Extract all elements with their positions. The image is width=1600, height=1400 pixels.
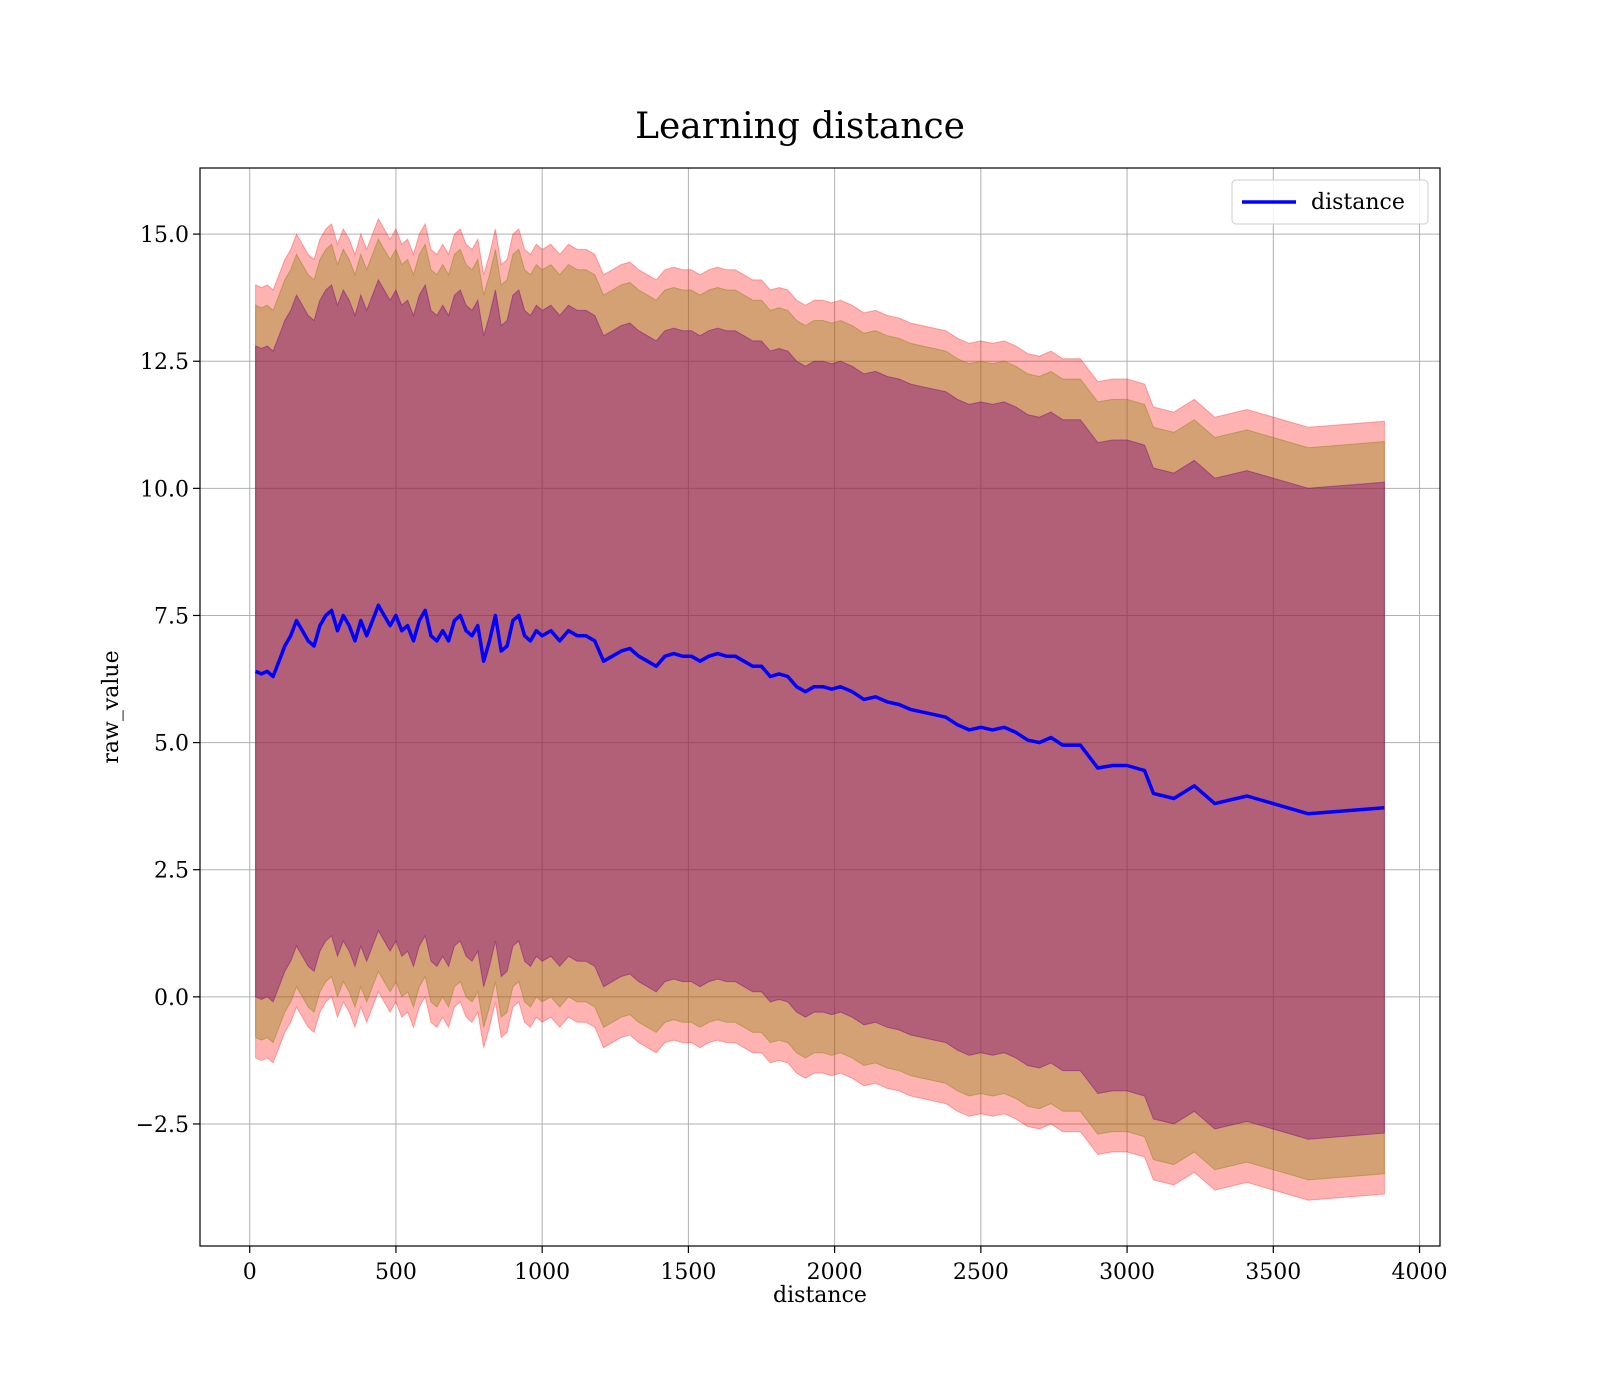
x-axis-label: distance [773,1283,867,1308]
x-tick-label: 0 [243,1260,257,1285]
plot-frame [199,167,1441,1247]
x-tick-label: 1500 [660,1260,716,1285]
y-axis-label: raw_value [99,650,124,763]
y-tick-label: 7.5 [154,604,189,629]
outer-band [255,217,1385,1201]
y-tick-label: 0.0 [154,986,189,1011]
ticks: 0 500 1000 1500 2000 2500 3000 3500 4000 −2.5 0.0 2… [136,223,1448,1285]
x-tick-label: 3000 [1099,1260,1155,1285]
grid [200,168,1440,1246]
middle-band [255,238,1385,1181]
y-tick-label: 5.0 [154,732,189,757]
legend: distance [1231,179,1429,225]
y-tick-label: −2.5 [136,1113,189,1138]
x-tick-label: 1000 [514,1260,570,1285]
y-tick-label: 10.0 [140,477,189,502]
inner-band [255,278,1385,1140]
y-tick-label: 15.0 [140,223,189,248]
x-tick-label: 2500 [953,1260,1009,1285]
x-tick-label: 500 [375,1260,417,1285]
y-tick-label: 12.5 [140,350,189,375]
bands [255,217,1385,1201]
legend-label-distance: distance [1311,190,1405,215]
legend-box [1231,179,1429,225]
x-tick-label: 3500 [1245,1260,1301,1285]
series-layer [254,603,1385,816]
x-tick-label: 2000 [807,1260,863,1285]
x-tick-label: 4000 [1392,1260,1448,1285]
chart-title: Learning distance [635,106,965,147]
series-line-distance [254,603,1385,816]
y-tick-label: 2.5 [154,859,189,884]
